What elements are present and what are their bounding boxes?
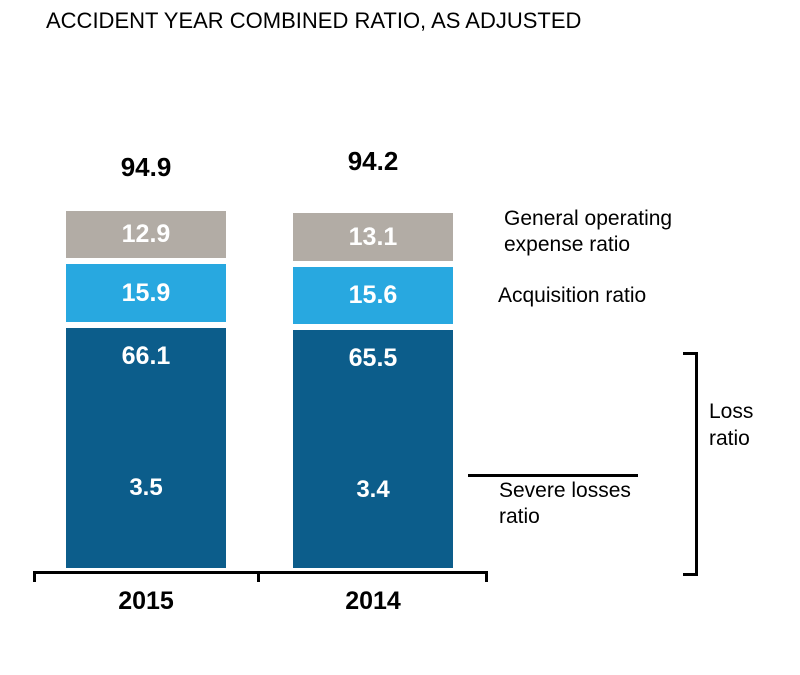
acquisition-ratio-label: Acquisition ratio (498, 284, 647, 307)
segment-value-label: 12.9 (121, 220, 171, 248)
segment-acquisition-2014: 15.6 (293, 267, 453, 324)
label-line: Loss (709, 400, 754, 423)
x-axis-tick (33, 571, 36, 582)
severe-losses-value-2014: 3.4 (356, 476, 390, 503)
label-line: General operating (504, 207, 673, 230)
total-label-2014: 94.2 (347, 146, 399, 176)
segment-value-label: 13.1 (348, 222, 398, 251)
chart-title: ACCIDENT YEAR COMBINED RATIO, AS ADJUSTE… (46, 8, 582, 33)
label-line: ratio (709, 427, 750, 450)
bar-2015: 94.9 12.9 15.9 66.1 3.5 (66, 152, 226, 568)
x-axis-tick (257, 571, 260, 582)
x-axis-tick (485, 571, 488, 582)
loss-ratio-label: Loss ratio (709, 398, 753, 452)
label-line: ratio (499, 505, 540, 528)
loss-ratio-bracket (683, 352, 698, 576)
x-axis-line (33, 571, 488, 574)
year-label-2015: 2015 (118, 587, 174, 615)
severe-losses-pointer-line (468, 474, 638, 477)
segment-value-label: 15.9 (121, 278, 171, 307)
bar-2014: 94.2 13.1 15.6 65.5 3.4 (293, 146, 453, 568)
label-line: Severe losses (499, 479, 631, 502)
general-operating-expense-label: General operating expense ratio (504, 206, 672, 258)
segment-value-label: 66.1 (121, 342, 171, 370)
total-label-2015: 94.9 (120, 152, 172, 182)
segment-general-operating-2014: 13.1 (293, 213, 453, 261)
severe-losses-label: Severe losses ratio (499, 478, 631, 530)
segment-value-label: 65.5 (348, 344, 398, 372)
segment-loss-2014: 65.5 3.4 (293, 330, 453, 568)
segment-acquisition-2015: 15.9 (66, 264, 226, 322)
year-label-2014: 2014 (345, 587, 401, 615)
severe-losses-value-2015: 3.5 (129, 474, 163, 501)
segment-value-label: 15.6 (348, 281, 398, 309)
label-line: expense ratio (504, 233, 631, 256)
segment-loss-2015: 66.1 3.5 (66, 328, 226, 568)
segment-general-operating-2015: 12.9 (66, 211, 226, 258)
